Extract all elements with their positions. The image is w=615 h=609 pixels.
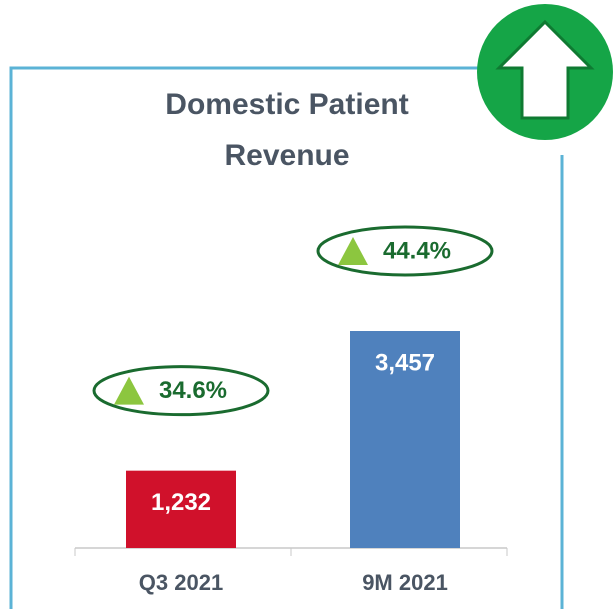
- x-tick-label: 9M 2021: [362, 570, 448, 595]
- x-tick-label: Q3 2021: [139, 570, 223, 595]
- growth-label: 44.4%: [383, 237, 451, 264]
- growth-ellipse: [92, 365, 270, 417]
- chart-title: Revenue: [224, 139, 349, 172]
- growth-label: 34.6%: [159, 377, 227, 404]
- growth-triangle: [338, 237, 368, 265]
- growth-ellipse: [316, 225, 494, 277]
- up-arrow: [495, 19, 595, 120]
- bar: [126, 470, 236, 548]
- value-label: 1,232: [151, 489, 211, 516]
- chart-title: Domestic Patient: [165, 88, 408, 121]
- value-label: 3,457: [375, 349, 435, 376]
- growth-triangle: [114, 376, 144, 405]
- bar: [350, 331, 460, 548]
- frame: [9, 66, 564, 609]
